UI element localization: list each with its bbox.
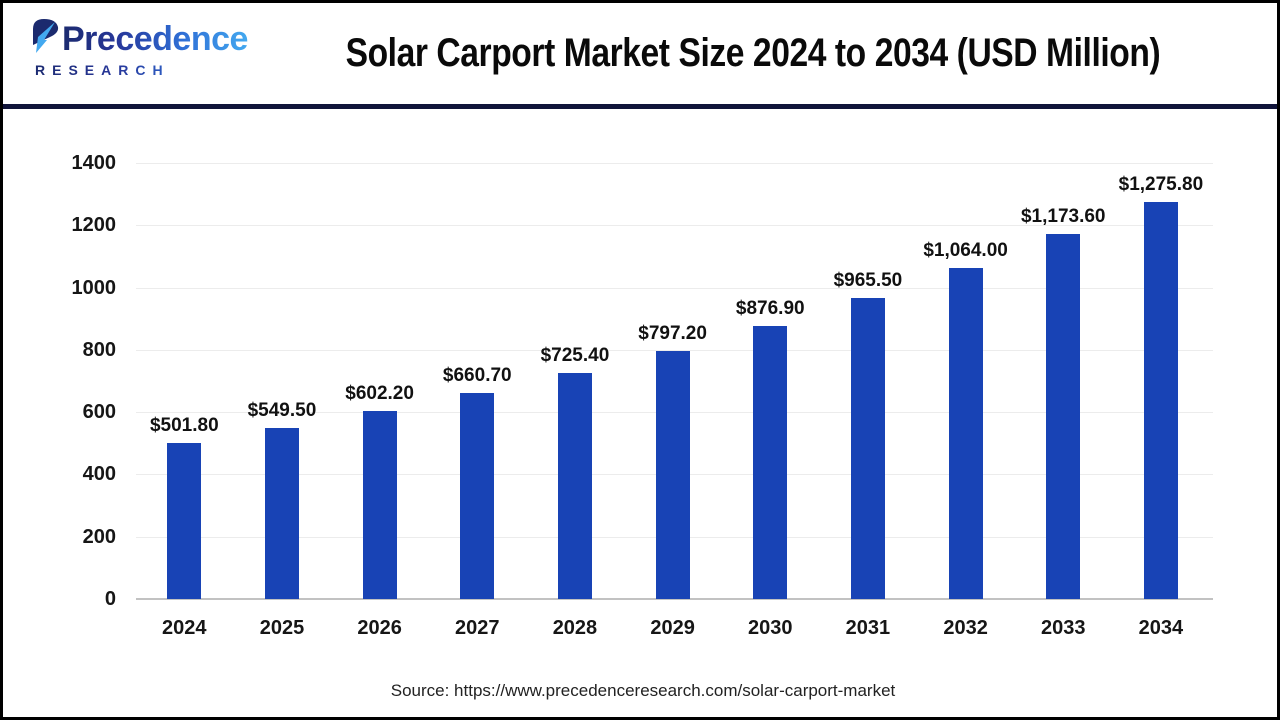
bar-value-label: $1,173.60: [1020, 205, 1106, 227]
y-axis-tick-label: 200: [82, 525, 116, 548]
bar: [264, 427, 299, 599]
bar: [167, 442, 202, 599]
grid-line: [136, 287, 1213, 289]
brand-subtitle: RESEARCH: [29, 62, 248, 78]
bar-value-label: $1,064.00: [923, 239, 1008, 261]
bar: [362, 411, 397, 599]
bar-value-label: $725.40: [540, 345, 610, 367]
bar: [460, 393, 495, 599]
bar: [948, 267, 983, 599]
x-axis-tick-label: 2029: [650, 617, 695, 639]
x-axis-tick-label: 2024: [162, 617, 207, 639]
x-axis-tick-label: 2027: [455, 617, 500, 639]
bar-value-label: $876.90: [735, 297, 805, 319]
x-axis-tick-label: 2030: [748, 617, 793, 639]
y-axis-tick-label: 400: [82, 463, 116, 486]
bar-value-label: $660.70: [442, 365, 512, 387]
precedence-logo-icon: [33, 19, 59, 57]
bar-chart: 0 200 400 600 800 1000 1200 1400 $501.80 2024 $549…: [3, 109, 1277, 717]
x-axis-tick-label: 2034: [1138, 617, 1184, 639]
grid-line: [136, 225, 1213, 227]
y-axis-tick-label: 0: [104, 588, 116, 610]
x-axis-tick-label: 2032: [943, 617, 988, 639]
brand-name: Precedence: [62, 19, 248, 58]
source-text: Source: https://www.precedenceresearch.c…: [390, 681, 896, 700]
x-axis-tick-label: 2028: [552, 617, 598, 639]
grid-line: [136, 163, 1213, 164]
y-axis-tick-label: 1400: [71, 152, 117, 174]
y-axis-tick-label: 800: [82, 338, 116, 361]
y-axis-tick-label: 1200: [71, 214, 117, 237]
x-axis-line: [136, 598, 1213, 600]
bar-value-label: $1,275.80: [1118, 173, 1204, 195]
bar: [850, 298, 885, 599]
x-axis-tick-label: 2033: [1040, 617, 1086, 639]
x-axis-tick-label: 2031: [845, 617, 891, 639]
header-divider: [3, 104, 1277, 109]
grid-line: [136, 349, 1213, 351]
bar-value-label: $965.50: [833, 270, 903, 292]
y-axis-tick-label: 1000: [71, 276, 117, 299]
x-axis-tick-label: 2025: [259, 617, 305, 639]
bar: [1143, 201, 1178, 599]
bar: [655, 350, 690, 599]
header: Precedence RESEARCH Solar Carport Market…: [3, 3, 1277, 104]
page-title: Solar Carport Market Size 2024 to 2034 (…: [345, 31, 1160, 75]
bar: [753, 325, 788, 599]
bar-value-label: $602.20: [345, 383, 414, 405]
y-axis-tick-label: 600: [82, 401, 116, 424]
bar: [1046, 233, 1081, 599]
bar-value-label: $797.20: [638, 322, 707, 344]
brand-logo: Precedence RESEARCH: [29, 17, 248, 78]
bar-value-label: $501.80: [149, 414, 219, 436]
bar-value-label: $549.50: [247, 399, 317, 421]
x-axis-tick-label: 2026: [357, 617, 402, 639]
bar: [557, 373, 592, 599]
